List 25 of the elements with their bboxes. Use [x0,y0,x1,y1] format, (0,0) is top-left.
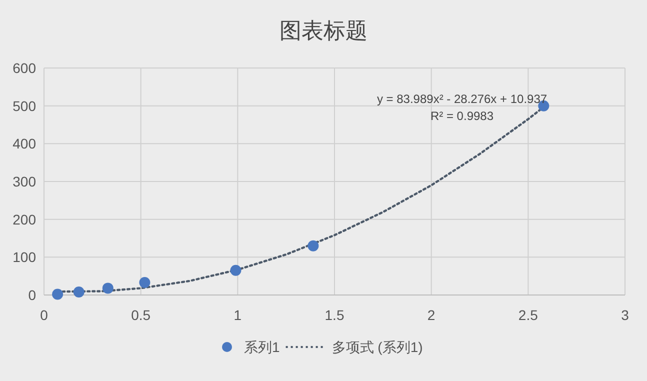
y-tick-label: 200 [12,211,36,228]
y-tick-label: 400 [12,136,36,152]
x-tick-label: 0 [40,307,48,323]
x-tick-label: 3 [621,307,630,323]
x-tick-label: 2.5 [518,307,538,323]
legend-label: 多项式 (系列1) [332,339,423,355]
point [102,282,114,294]
point [230,264,242,276]
x-tick-label: 1.5 [324,307,344,323]
legend-label: 系列1 [244,339,280,355]
x-tick-label: 1 [234,307,242,323]
y-tick-label: 500 [12,98,36,114]
chart-title: 图表标题 [280,18,368,43]
x-tick-label: 0.5 [131,307,151,323]
point [308,240,319,252]
annotation: R² = 0.9983 [430,109,494,123]
y-tick-label: 300 [12,174,36,190]
point [139,277,150,288]
x-tick-label: 2 [427,307,436,323]
y-tick-label: 600 [12,60,36,76]
y-tick-label: 100 [12,249,36,266]
annotation: y = 83.989x² - 28.276x + 10.937 [376,92,548,106]
point [52,288,64,300]
y-tick-label: 0 [28,287,36,303]
point [73,286,84,298]
